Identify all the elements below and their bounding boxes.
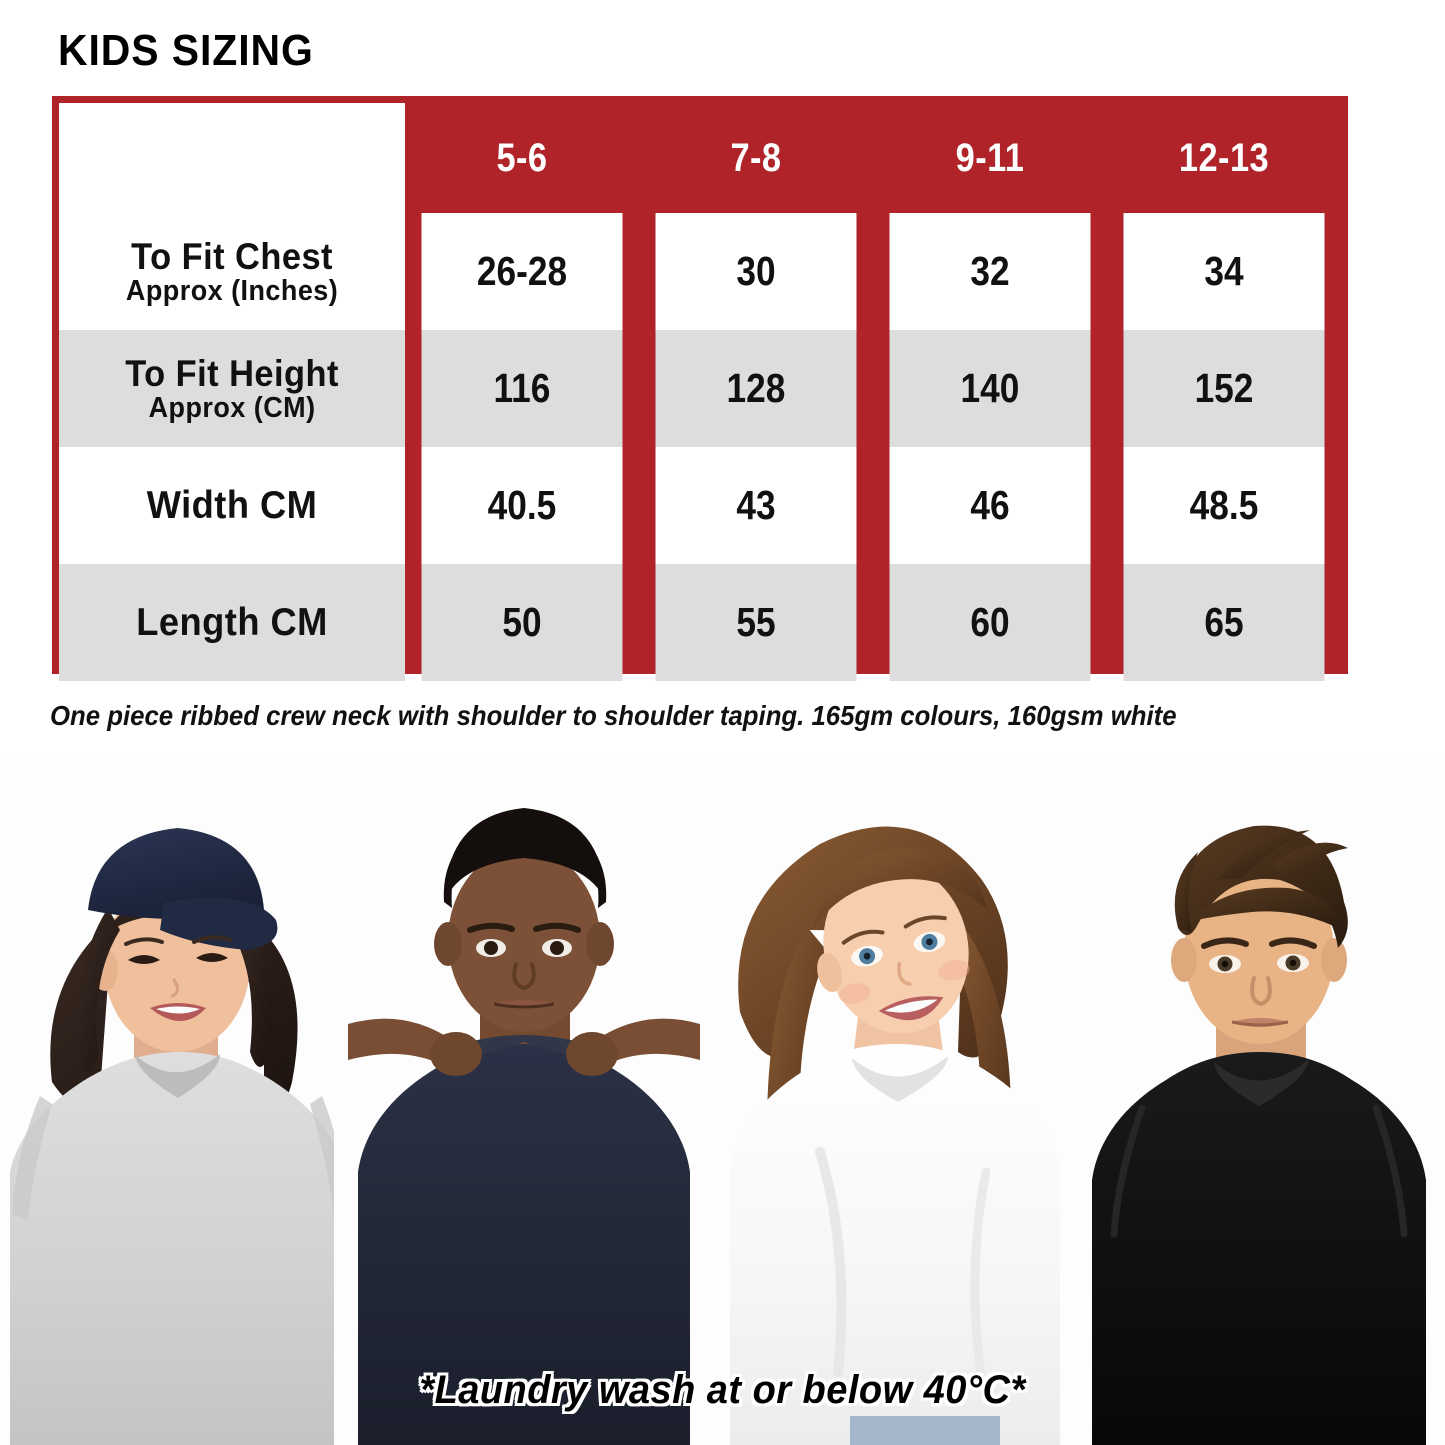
size-chart-table: 5-6 7-8 9-11 12-13 To Fit Chest Approx (… bbox=[59, 103, 1341, 681]
cell-length-9-11: 60 bbox=[889, 564, 1091, 681]
size-chart-container: 5-6 7-8 9-11 12-13 To Fit Chest Approx (… bbox=[52, 96, 1348, 681]
table-row-chest: To Fit Chest Approx (Inches) 26-28 30 32… bbox=[59, 213, 1341, 330]
cell-length-7-8: 55 bbox=[655, 564, 857, 681]
row-label-chest-main: To Fit Chest bbox=[131, 235, 333, 277]
cell-length-12-13: 65 bbox=[1123, 564, 1325, 681]
cell-height-5-6: 116 bbox=[421, 330, 623, 447]
row-label-length: Length CM bbox=[59, 564, 406, 681]
cell-width-5-6: 40.5 bbox=[421, 447, 623, 564]
row-label-chest-sub: Approx (Inches) bbox=[125, 274, 339, 307]
header-size-5-6: 5-6 bbox=[421, 103, 623, 213]
model-photo-girl-white-tee bbox=[700, 752, 1084, 1445]
header-size-12-13: 12-13 bbox=[1123, 103, 1325, 213]
laundry-instruction: *Laundry wash at or below 40°C* bbox=[419, 1368, 1026, 1412]
header-size-9-11: 9-11 bbox=[889, 103, 1091, 213]
header-corner-cell bbox=[59, 103, 406, 213]
row-label-height-sub: Approx (CM) bbox=[148, 391, 316, 424]
cell-height-12-13: 152 bbox=[1123, 330, 1325, 447]
cell-width-12-13: 48.5 bbox=[1123, 447, 1325, 564]
header-size-7-8: 7-8 bbox=[655, 103, 857, 213]
row-label-height-main: To Fit Height bbox=[125, 352, 339, 394]
table-row-height: To Fit Height Approx (CM) 116 128 140 15… bbox=[59, 330, 1341, 447]
cell-chest-7-8: 30 bbox=[655, 213, 857, 330]
row-label-chest: To Fit Chest Approx (Inches) bbox=[59, 213, 406, 330]
fabric-description: One piece ribbed crew neck with shoulder… bbox=[50, 700, 1177, 731]
page-title: KIDS SIZING bbox=[58, 26, 314, 75]
table-row-length: Length CM 50 55 60 65 bbox=[59, 564, 1341, 681]
cell-chest-9-11: 32 bbox=[889, 213, 1091, 330]
cell-chest-12-13: 34 bbox=[1123, 213, 1325, 330]
cell-chest-5-6: 26-28 bbox=[421, 213, 623, 330]
cell-length-5-6: 50 bbox=[421, 564, 623, 681]
row-label-height: To Fit Height Approx (CM) bbox=[59, 330, 406, 447]
cell-height-9-11: 140 bbox=[889, 330, 1091, 447]
table-header-row: 5-6 7-8 9-11 12-13 bbox=[59, 103, 1341, 213]
row-label-length-main: Length CM bbox=[136, 601, 328, 644]
cell-width-9-11: 46 bbox=[889, 447, 1091, 564]
row-label-width: Width CM bbox=[59, 447, 406, 564]
cell-width-7-8: 43 bbox=[655, 447, 857, 564]
model-photo-girl-grey-tee bbox=[0, 752, 370, 1445]
row-label-width-main: Width CM bbox=[146, 484, 318, 527]
table-row-width: Width CM 40.5 43 46 48.5 bbox=[59, 447, 1341, 564]
model-photo-strip bbox=[0, 752, 1445, 1445]
model-photo-boy-navy-tee bbox=[334, 752, 714, 1445]
cell-height-7-8: 128 bbox=[655, 330, 857, 447]
model-photo-boy-black-tee bbox=[1066, 752, 1445, 1445]
